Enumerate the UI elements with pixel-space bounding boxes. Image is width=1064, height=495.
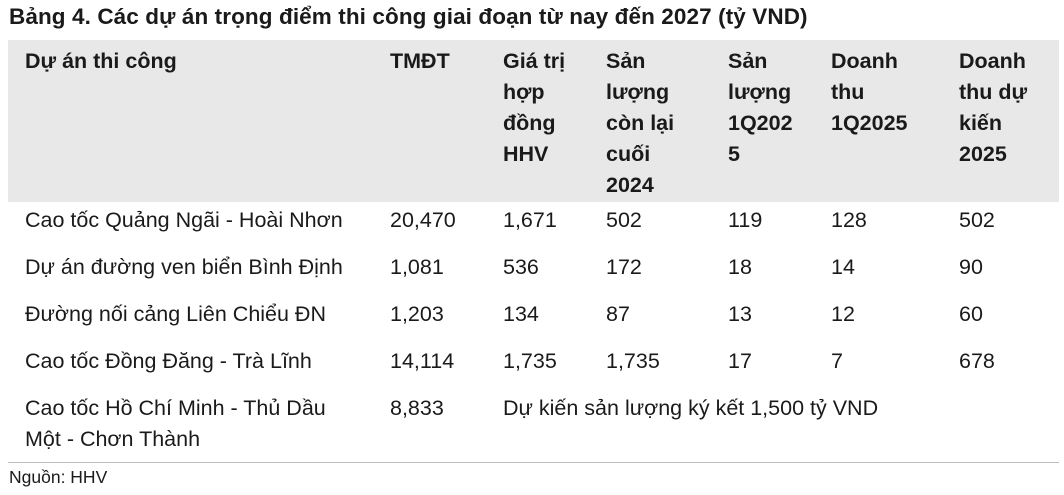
row-4-forecast: 678 xyxy=(959,349,995,373)
row-4-revenue: 7 xyxy=(831,349,843,373)
row-2-remaining: 172 xyxy=(606,255,642,279)
row-3-remaining: 87 xyxy=(606,302,630,326)
header-project: Dự án thi công xyxy=(25,49,177,73)
row-4-tmdt: 14,114 xyxy=(390,349,455,373)
row-1-revenue: 128 xyxy=(831,208,867,232)
row-2-output: 18 xyxy=(728,255,752,279)
row-3-output: 13 xyxy=(728,302,752,326)
row-4-remaining: 1,735 xyxy=(606,349,660,373)
row-5-tmdt: 8,833 xyxy=(390,396,444,420)
row-3-contract: 134 xyxy=(503,302,539,326)
header-revenue-1q2025: Doanh thu 1Q2025 xyxy=(831,49,908,135)
header-remaining-output: Sản lượng còn lại cuối 2024 xyxy=(606,49,675,197)
row-1-contract: 1,671 xyxy=(503,208,557,232)
row-1-remaining: 502 xyxy=(606,208,642,232)
table-bottom-rule xyxy=(8,462,1059,463)
row-3-tmdt: 1,203 xyxy=(390,302,444,326)
header-revenue-forecast-2025: Doanh thu dự kiến 2025 xyxy=(959,49,1028,166)
row-2-revenue: 14 xyxy=(831,255,855,279)
row-5-project-line-1: Cao tốc Hồ Chí Minh - Thủ Dầu xyxy=(25,396,326,420)
source-note: Nguồn: HHV xyxy=(9,467,108,487)
row-3-project: Đường nối cảng Liên Chiểu ĐN xyxy=(25,302,326,326)
table-header xyxy=(8,40,1059,202)
row-5-note: Dự kiến sản lượng ký kết 1,500 tỷ VND xyxy=(503,396,879,420)
header-tmdt: TMĐT xyxy=(390,49,450,73)
header-contract-value: Giá trị hợp đồng HHV xyxy=(503,49,566,166)
row-1-forecast: 502 xyxy=(959,208,995,232)
row-3-forecast: 60 xyxy=(959,302,983,326)
row-4-contract: 1,735 xyxy=(503,349,557,373)
row-2-project: Dự án đường ven biển Bình Định xyxy=(25,255,343,279)
header-output-1q2025: Sản lượng 1Q202 5 xyxy=(728,49,793,166)
row-1-tmdt: 20,470 xyxy=(390,208,456,232)
row-2-forecast: 90 xyxy=(959,255,983,279)
row-4-project: Cao tốc Đồng Đăng - Trà Lĩnh xyxy=(25,349,312,373)
row-3-revenue: 12 xyxy=(831,302,855,326)
table-title: Bảng 4. Các dự án trọng điểm thi công gi… xyxy=(9,4,808,29)
row-5-project-line-2: Một - Chơn Thành xyxy=(25,427,201,451)
row-1-project: Cao tốc Quảng Ngãi - Hoài Nhơn xyxy=(25,208,343,232)
row-2-tmdt: 1,081 xyxy=(390,255,444,279)
row-1-output: 119 xyxy=(728,208,763,232)
row-2-contract: 536 xyxy=(503,255,539,279)
row-4-output: 17 xyxy=(728,349,752,373)
